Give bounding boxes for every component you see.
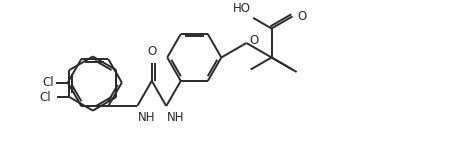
Text: NH: NH	[138, 111, 156, 124]
Text: HO: HO	[233, 2, 251, 15]
Text: Cl: Cl	[43, 76, 54, 89]
Text: O: O	[249, 34, 259, 47]
Text: Cl: Cl	[39, 91, 51, 104]
Text: O: O	[147, 45, 157, 58]
Text: NH: NH	[167, 111, 185, 124]
Text: O: O	[297, 10, 307, 23]
